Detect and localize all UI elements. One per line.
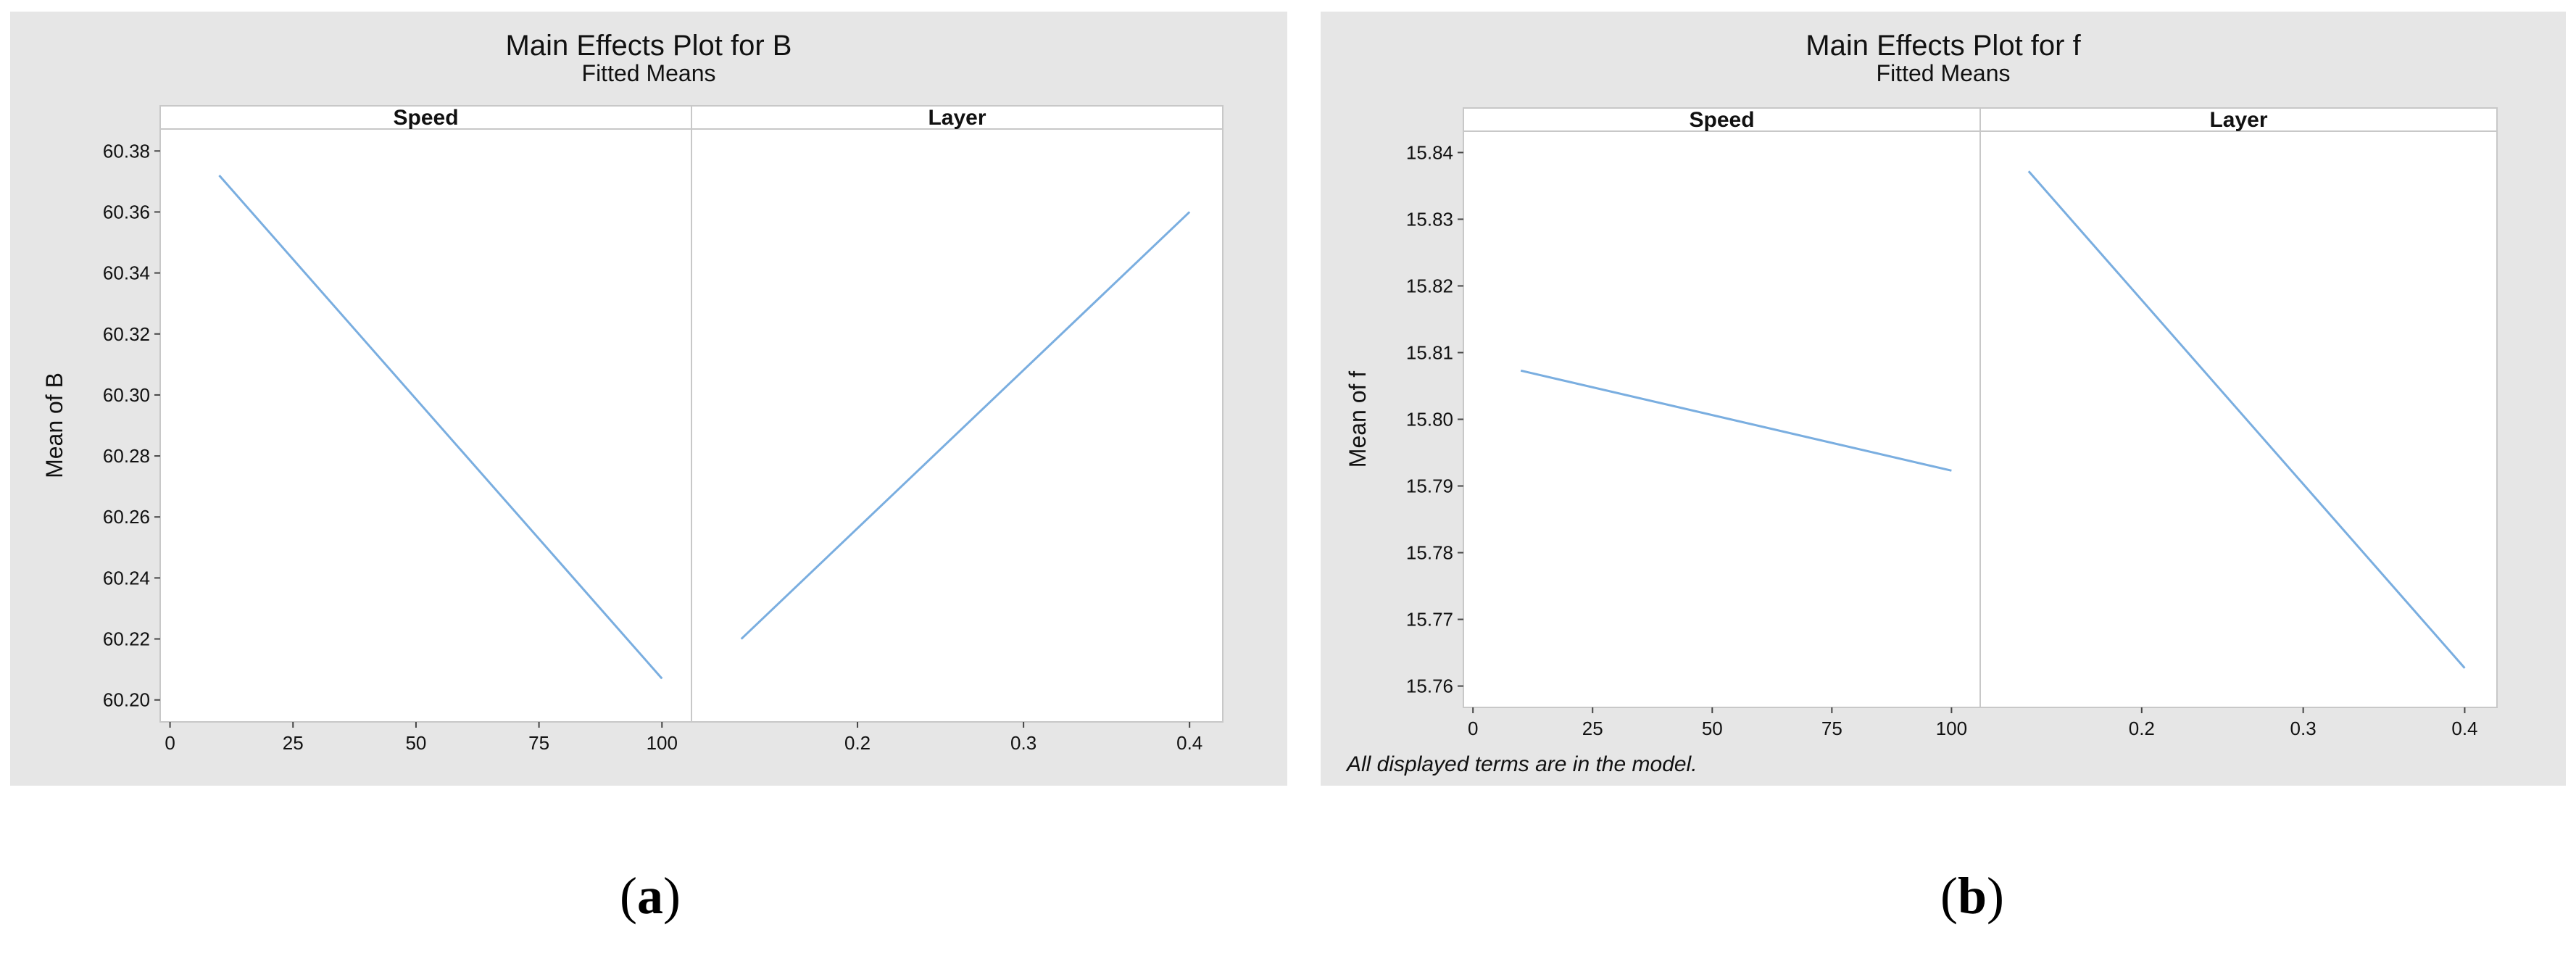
- chart-a-ytick-label: 60.32: [103, 323, 150, 345]
- chart-b-title: Main Effects Plot for f: [1806, 30, 2081, 62]
- chart-a-ytick-label: 60.36: [103, 201, 150, 223]
- chart-a-ytick-label: 60.38: [103, 140, 150, 162]
- chart-panel-a: Main Effects Plot for B Fitted Means 60.20…: [10, 12, 1287, 786]
- chart-b-ytick-label: 15.79: [1406, 475, 1453, 497]
- chart-a-xtick-label-speed: 25: [283, 732, 304, 754]
- chart-b-xtick-label-speed: 100: [1936, 718, 1967, 739]
- caption-b-letter: b: [1957, 867, 1987, 925]
- chart-b-ytick-label: 15.84: [1406, 141, 1453, 163]
- chart-b-xtick-label-layer: 0.2: [2129, 718, 2155, 739]
- chart-b-ytick-label: 15.76: [1406, 676, 1453, 697]
- chart-b-ytick-label: 15.77: [1406, 609, 1453, 631]
- chart-b-series-line-layer: [2027, 170, 2466, 669]
- caption-b: (b): [1940, 867, 2005, 925]
- chart-b-xtick-label-layer: 0.3: [2290, 718, 2317, 739]
- chart-a-title: Main Effects Plot for B: [506, 30, 792, 62]
- chart-b-ytick-label: 15.82: [1406, 275, 1453, 296]
- chart-b-xtick-label-speed: 25: [1582, 718, 1603, 739]
- chart-a-ytick-label: 60.30: [103, 384, 150, 406]
- chart-a-xtick-label-speed: 0: [165, 732, 175, 754]
- chart-a-ytick-label: 60.28: [103, 445, 150, 467]
- chart-b-ytick-label: 15.81: [1406, 341, 1453, 363]
- chart-a-series-line-layer: [740, 211, 1191, 640]
- chart-a-xtick-label-layer: 0.2: [844, 732, 871, 754]
- chart-b-xtick-label-speed: 50: [1702, 718, 1723, 739]
- chart-a-xtick-label-speed: 50: [405, 732, 426, 754]
- chart-a-facet-label-layer: Layer: [928, 106, 986, 130]
- chart-b-ylabel: Mean of f: [1345, 371, 1371, 468]
- caption-a-letter: a: [636, 867, 663, 925]
- chart-a-ytick-label: 60.22: [103, 628, 150, 650]
- chart-a-ytick-label: 60.34: [103, 262, 150, 284]
- chart-a-xtick-label-layer: 0.4: [1176, 732, 1202, 754]
- caption-a: (a): [620, 867, 681, 925]
- chart-b-ytick-label: 15.80: [1406, 409, 1453, 431]
- chart-a-ytick-label: 60.20: [103, 689, 150, 711]
- chart-b-subtitle: Fitted Means: [1877, 60, 2011, 86]
- chart-b-ytick-label: 15.83: [1406, 208, 1453, 230]
- chart-a-ytick-label: 60.24: [103, 567, 150, 589]
- chart-b-facet-label-speed: Speed: [1689, 108, 1754, 132]
- chart-b-xtick-label-layer: 0.4: [2451, 718, 2477, 739]
- chart-a-ytick-label: 60.26: [103, 506, 150, 528]
- chart-a-xtick-label-speed: 100: [647, 732, 678, 754]
- chart-b-footnote: All displayed terms are in the model.: [1345, 752, 1698, 776]
- chart-a-series-line-speed: [218, 174, 663, 680]
- chart-a-ylabel: Mean of B: [41, 373, 67, 478]
- chart-a-facet-label-speed: Speed: [393, 106, 458, 130]
- chart-b-xtick-label-speed: 75: [1821, 718, 1842, 739]
- chart-b-xtick-label-speed: 0: [1468, 718, 1478, 739]
- chart-b-series-line-speed: [1520, 369, 1952, 472]
- chart-a-xtick-label-speed: 75: [528, 732, 549, 754]
- chart-panel-b: Main Effects Plot for f Fitted Means 15.76…: [1321, 12, 2566, 786]
- chart-b-facet-label-layer: Layer: [2209, 108, 2267, 132]
- chart-b-ytick-label: 15.78: [1406, 542, 1453, 564]
- chart-a-subtitle: Fitted Means: [582, 60, 716, 86]
- chart-a-xtick-label-layer: 0.3: [1010, 732, 1036, 754]
